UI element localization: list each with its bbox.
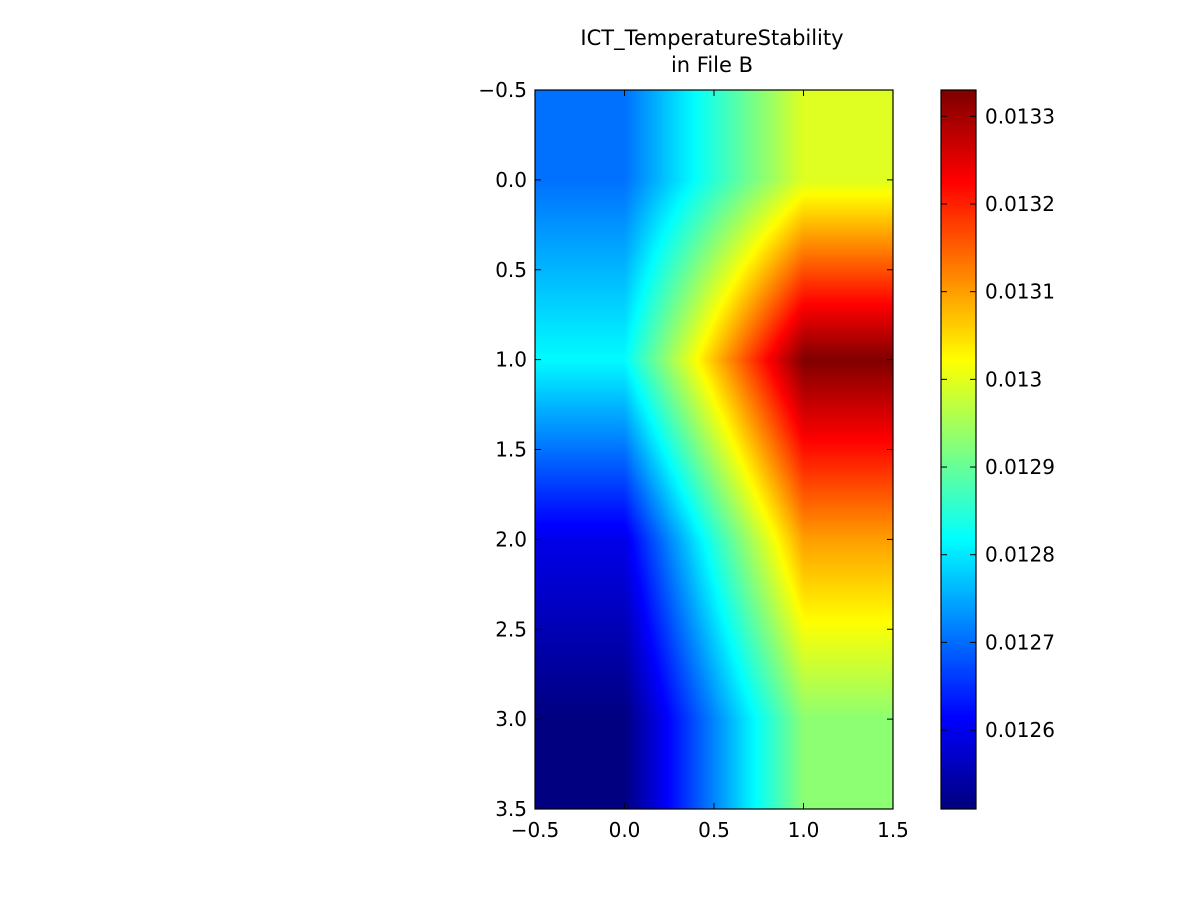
x-tick-label: 0.5 [698, 818, 730, 842]
colorbar-frame [940, 89, 977, 810]
x-tick-label: −0.5 [511, 818, 560, 842]
colorbar-tick-label: 0.0128 [985, 543, 1055, 567]
colorbar-gradient [941, 90, 976, 809]
y-tick-label: 3.0 [495, 707, 527, 731]
chart-title: ICT_TemperatureStability in File B [580, 26, 843, 77]
colorbar-tick-label: 0.0132 [985, 192, 1055, 216]
y-tick-label: 0.0 [495, 168, 527, 192]
x-axis: −0.5 0.0 0.5 1.0 1.5 [511, 90, 909, 842]
x-tick-label: 0.0 [609, 818, 641, 842]
colorbar-tick-label: 0.0127 [985, 630, 1055, 654]
x-tick-label: 1.0 [788, 818, 820, 842]
colorbar-axis: 0.0126 0.0127 0.0128 0.0129 0.013 0.0131 0.013… [941, 104, 1055, 742]
y-tick-label: 1.0 [495, 348, 527, 372]
chart-title-line: ICT_TemperatureStability [580, 26, 843, 51]
y-tick-label: −0.5 [478, 78, 527, 102]
colorbar-tick-label: 0.0129 [985, 455, 1055, 479]
y-tick-label: 3.5 [495, 797, 527, 821]
y-tick-label: 0.5 [495, 258, 527, 282]
colorbar-tick-label: 0.013 [985, 367, 1042, 391]
x-tick-label: 1.5 [877, 818, 909, 842]
plot-area: −0.5 0.0 0.5 1.0 1.5 −0.5 0.0 0.5 1.0 1.5 2.0 2.5 3… [478, 78, 908, 842]
chart-title-line: in File B [671, 53, 753, 77]
colorbar: 0.0126 0.0127 0.0128 0.0129 0.013 0.0131 0.013… [940, 89, 1055, 810]
heatmap-image [535, 90, 893, 809]
y-tick-label: 2.5 [495, 617, 527, 641]
colorbar-tick-label: 0.0131 [985, 280, 1055, 304]
y-tick-label: 2.0 [495, 527, 527, 551]
colorbar-tick-label: 0.0126 [985, 718, 1055, 742]
colorbar-tick-label: 0.0133 [985, 104, 1055, 128]
y-tick-label: 1.5 [495, 438, 527, 462]
y-axis: −0.5 0.0 0.5 1.0 1.5 2.0 2.5 3.0 3.5 [478, 78, 893, 821]
